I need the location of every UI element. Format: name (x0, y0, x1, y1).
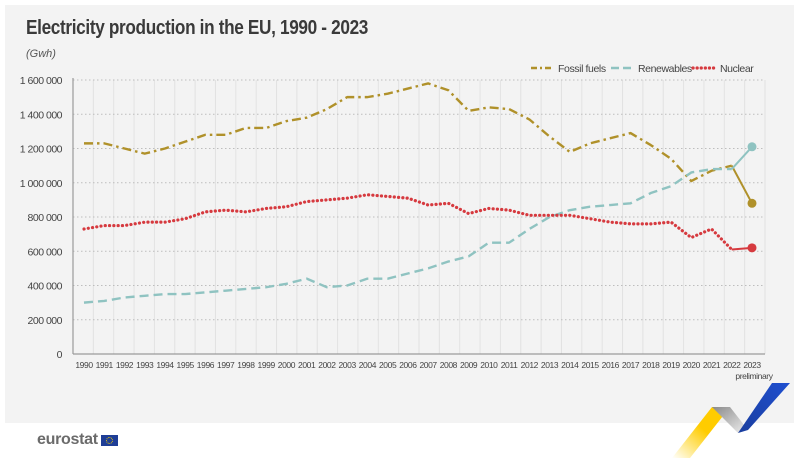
x-tick-label: 1998 (237, 360, 255, 370)
legend: Fossil fuels Renewables Nuclear (531, 63, 755, 75)
x-tick-label: 1993 (136, 360, 154, 370)
x-axis: 1990 1991 1992 1993 1994 1995 1996 1997 1998 1999… (73, 353, 774, 381)
x-tick-label: 2017 (622, 360, 640, 370)
legend-item-renewables: Renewables (611, 63, 692, 75)
x-tick-label: 2008 (440, 360, 458, 370)
series-renewables (83, 142, 757, 304)
x-tick-label: 1995 (177, 360, 195, 370)
x-tick-label: 1994 (156, 360, 174, 370)
y-tick-label: 1 600 000 (20, 75, 63, 87)
legend-label: Nuclear (720, 63, 754, 75)
x-tick-label: 2001 (298, 360, 316, 370)
y-tick-label: 1 200 000 (20, 144, 63, 156)
x-annotation-preliminary: preliminary (735, 371, 773, 381)
eurostat-logo-text: eurostat (37, 431, 98, 448)
legend-item-fossil-fuels: Fossil fuels (531, 63, 606, 75)
x-tick-label: 2015 (581, 360, 599, 370)
x-tick-label: 2011 (501, 360, 518, 370)
x-tick-label: 2012 (521, 360, 539, 370)
grid-lines (72, 79, 766, 354)
x-tick-label: 2019 (662, 360, 680, 370)
eurostat-logo: eurostat (37, 431, 118, 449)
x-tick-label: 1990 (75, 360, 93, 370)
y-tick-label: 400 000 (28, 281, 63, 293)
chart-title: Electricity production in the EU, 1990 -… (26, 17, 369, 39)
y-tick-label: 600 000 (28, 246, 63, 258)
x-tick-label: 1991 (96, 360, 114, 370)
series-line (84, 82, 733, 183)
x-tick-label: 2022 (723, 360, 741, 370)
y-tick-label: 800 000 (28, 212, 63, 224)
series-nuclear (82, 193, 757, 253)
x-tick-label: 2005 (379, 360, 397, 370)
x-tick-label: 2002 (318, 360, 336, 370)
legend-item-nuclear: Nuclear (691, 63, 755, 75)
chart-panel (5, 5, 794, 423)
x-tick-label: 2013 (541, 360, 559, 370)
x-tick-label: 1997 (217, 360, 235, 370)
series-fossil-fuels (84, 82, 757, 208)
x-tick-label: 2020 (683, 360, 701, 370)
series-line (82, 193, 734, 252)
x-tick-label: 2004 (359, 360, 377, 370)
series-line (83, 167, 732, 304)
x-tick-label: 2014 (561, 360, 579, 370)
preliminary-segment (731, 146, 753, 170)
series-lines (82, 82, 757, 304)
eu-flag-icon (100, 434, 118, 446)
y-tick-label: 200 000 (28, 315, 63, 327)
y-tick-label: 1 000 000 (20, 178, 63, 190)
x-tick-label: 2023 (743, 360, 761, 370)
end-point-marker (747, 142, 757, 152)
x-tick-label: 2018 (642, 360, 660, 370)
x-tick-label: 2010 (480, 360, 498, 370)
end-point-marker (747, 198, 757, 208)
chart-unit-label: (Gwh) (26, 48, 56, 60)
x-tick-label: 2003 (338, 360, 356, 370)
x-tick-label: 2016 (602, 360, 620, 370)
y-tick-label: 1 400 000 (20, 109, 63, 121)
x-tick-label: 1992 (116, 360, 134, 370)
legend-label: Fossil fuels (558, 63, 606, 75)
x-tick-label: 2006 (399, 360, 417, 370)
x-tick-label: 1999 (258, 360, 276, 370)
y-tick-label: 0 (57, 349, 63, 361)
legend-label: Renewables (638, 63, 692, 75)
x-tick-label: 2007 (419, 360, 437, 370)
x-tick-label: 1996 (197, 360, 215, 370)
x-tick-label: 2000 (278, 360, 296, 370)
preliminary-segment (730, 165, 753, 204)
end-point-marker (747, 243, 757, 253)
x-tick-label: 2009 (460, 360, 478, 370)
y-axis: 0 200 000 400 000 600 000 800 000 1 000 000 1 … (20, 75, 74, 361)
x-tick-label: 2021 (703, 360, 721, 370)
